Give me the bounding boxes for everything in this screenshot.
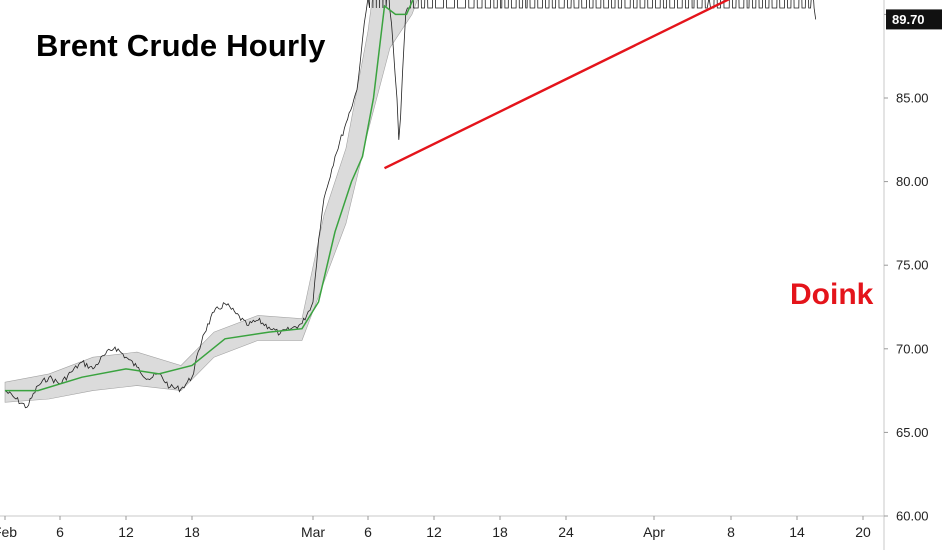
y-tick-label: 85.00 <box>896 91 929 106</box>
moving-average-line <box>5 0 414 392</box>
lower-trendline <box>383 0 731 170</box>
x-tick-label: 24 <box>558 524 574 540</box>
y-tick-label: 60.00 <box>896 509 929 524</box>
x-tick-label: 18 <box>184 524 200 540</box>
x-tick-label: Mar <box>301 524 325 540</box>
chart-title: Brent Crude Hourly <box>36 28 326 63</box>
y-tick-label: 75.00 <box>896 258 929 273</box>
x-tick-label: 6 <box>56 524 64 540</box>
last-price-label: 89.70 <box>892 12 925 27</box>
x-tick-label: 12 <box>426 524 442 540</box>
x-axis: Feb 6 12 18 Mar 6 12 18 24 Apr 8 14 20 <box>0 515 884 540</box>
y-tick-label: 65.00 <box>896 425 929 440</box>
price-series-line <box>4 0 817 409</box>
last-price-box <box>886 9 942 30</box>
plot-area <box>4 0 817 409</box>
x-tick-label: 14 <box>789 524 805 540</box>
x-tick-label: 20 <box>855 524 871 540</box>
annotation-doink: Doink <box>790 278 874 311</box>
y-axis: 60.0065.0070.0075.0080.0085.0090.0095.00… <box>883 0 929 550</box>
x-tick-label: Apr <box>643 524 665 540</box>
x-tick-label: 18 <box>492 524 508 540</box>
x-tick-label: Feb <box>0 524 17 540</box>
y-tick-label: 80.00 <box>896 174 929 189</box>
x-tick-label: 12 <box>118 524 134 540</box>
y-tick-label: 70.00 <box>896 341 929 356</box>
last-price-marker: 89.70 <box>886 9 942 30</box>
x-tick-label: 8 <box>727 524 735 540</box>
x-tick-label: 6 <box>364 524 372 540</box>
